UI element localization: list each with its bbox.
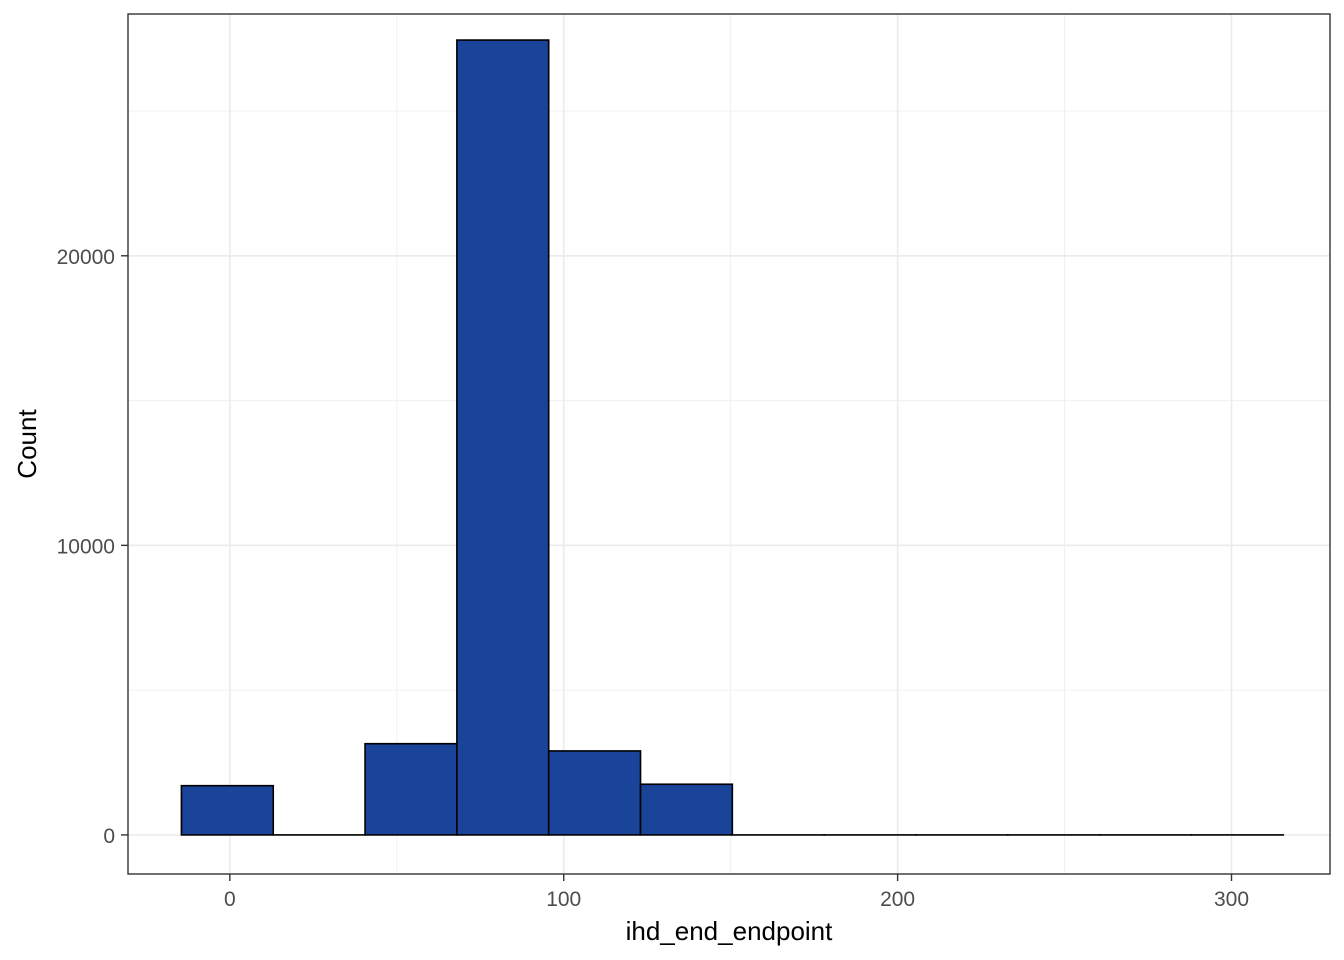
y-axis-ticks: 0 10000 20000 [57, 246, 128, 848]
x-tick-label: 100 [546, 888, 581, 911]
y-tick-label: 0 [103, 825, 115, 848]
plot-border [127, 13, 1331, 875]
x-tick-label: 300 [1214, 888, 1249, 911]
histogram-bars [180, 39, 1285, 836]
plot-background [128, 14, 1330, 874]
x-tick-label: 200 [880, 888, 915, 911]
y-axis-title: Count [12, 409, 42, 479]
y-tick-label: 10000 [57, 535, 115, 558]
histogram-bar [180, 784, 275, 836]
x-tick-label: 0 [224, 888, 236, 911]
minor-gridlines [128, 14, 1330, 874]
histogram-bar [639, 783, 734, 836]
histogram-bar [547, 750, 642, 836]
x-axis-title: ihd_end_endpoint [626, 916, 834, 946]
x-axis-ticks: 0 100 200 300 [224, 874, 1249, 911]
histogram-bar [456, 39, 550, 836]
histogram-bar [364, 742, 458, 836]
y-tick-label: 20000 [57, 246, 115, 269]
